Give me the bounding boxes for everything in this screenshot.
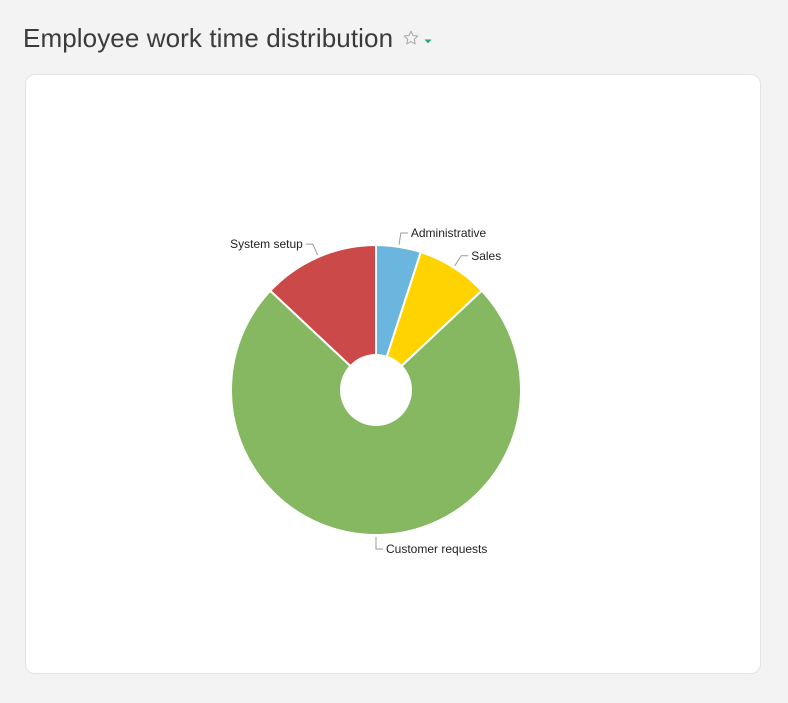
page-header: Employee work time distribution xyxy=(23,20,433,56)
label-leader-system-setup xyxy=(305,243,319,256)
slice-label-administrative: Administrative xyxy=(411,226,487,240)
slice-label-customer-requests: Customer requests xyxy=(386,542,487,556)
labels-layer: Administrative Sales Customer requests Syst… xyxy=(230,226,501,556)
page-title: Employee work time distribution xyxy=(23,22,394,53)
star-icon[interactable] xyxy=(402,29,420,47)
pie-chart: Administrative Sales Customer requests Syst… xyxy=(230,226,522,556)
label-leader-customer-requests xyxy=(375,537,383,550)
slice-label-sales: Sales xyxy=(471,249,501,263)
donut-hole xyxy=(340,354,412,426)
pie-slice-system-setup[interactable] xyxy=(269,244,377,391)
label-leader-sales xyxy=(454,255,469,267)
chevron-down-icon[interactable] xyxy=(423,33,433,44)
slice-label-system-setup: System setup xyxy=(230,237,303,251)
chart-card: Administrative Sales Customer requests Syst… xyxy=(25,74,761,674)
label-leader-administrative xyxy=(398,232,408,245)
